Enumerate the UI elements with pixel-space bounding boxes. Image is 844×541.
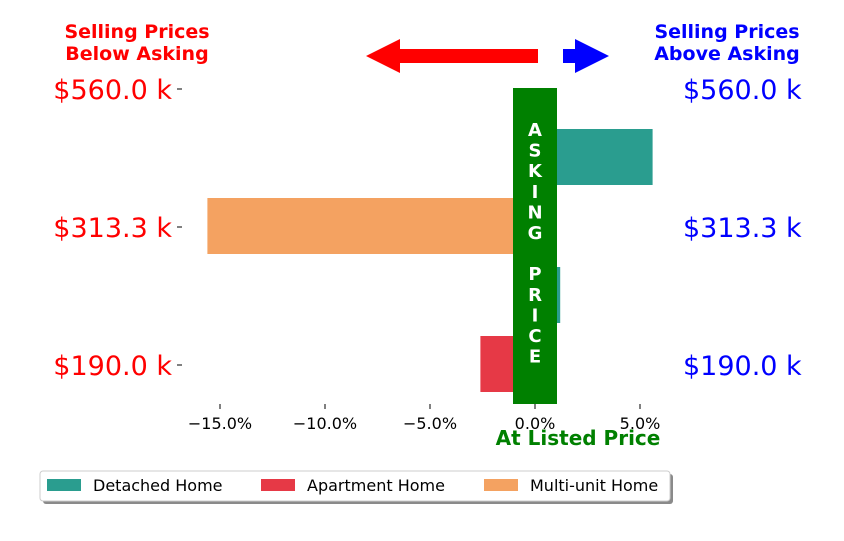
legend-label: Detached Home [93, 476, 223, 495]
asking-price-letter: G [528, 223, 543, 244]
asking-price-letter: I [532, 305, 539, 326]
legend-label: Apartment Home [307, 476, 445, 495]
x-tick-label: −10.0% [293, 414, 357, 433]
legend-swatch [261, 479, 295, 491]
left-price-label: $560.0 k [53, 75, 172, 106]
right-price-label: $190.0 k [683, 351, 802, 382]
legend-swatch [484, 479, 518, 491]
legend-swatch [47, 479, 81, 491]
asking-price-letter: I [532, 182, 539, 203]
left-price-label: $313.3 k [53, 213, 172, 244]
asking-price-letter: R [528, 285, 542, 306]
x-tick-label: 5.0% [620, 414, 661, 433]
left-arrow-icon [366, 39, 538, 73]
right-price-label: $560.0 k [683, 75, 802, 106]
left-price-label: $190.0 k [53, 351, 172, 382]
asking-price-letter: E [529, 347, 541, 368]
x-tick-label: −15.0% [188, 414, 252, 433]
x-tick-label: −5.0% [403, 414, 457, 433]
asking-price-letter: A [528, 120, 542, 141]
legend-box [39, 470, 671, 502]
left-header-line1: Selling Prices [64, 21, 209, 43]
right-arrow-icon [563, 39, 609, 73]
left-header-line2: Below Asking [65, 43, 208, 65]
asking-price-letter: C [528, 326, 541, 347]
right-header-line1: Selling Prices [654, 21, 799, 43]
right-header-line2: Above Asking [654, 43, 800, 65]
asking-price-letter: P [528, 264, 541, 285]
asking-price-letter: N [527, 202, 542, 223]
at-listed-price-label: At Listed Price [496, 426, 661, 450]
bar-multi-unit-home [207, 198, 535, 254]
asking-price-letter: K [528, 161, 543, 182]
legend-label: Multi-unit Home [530, 476, 658, 495]
asking-price-letter: S [529, 141, 542, 162]
right-price-label: $313.3 k [683, 213, 802, 244]
x-tick-label: 0.0% [515, 414, 556, 433]
asking-price-band [513, 88, 557, 404]
